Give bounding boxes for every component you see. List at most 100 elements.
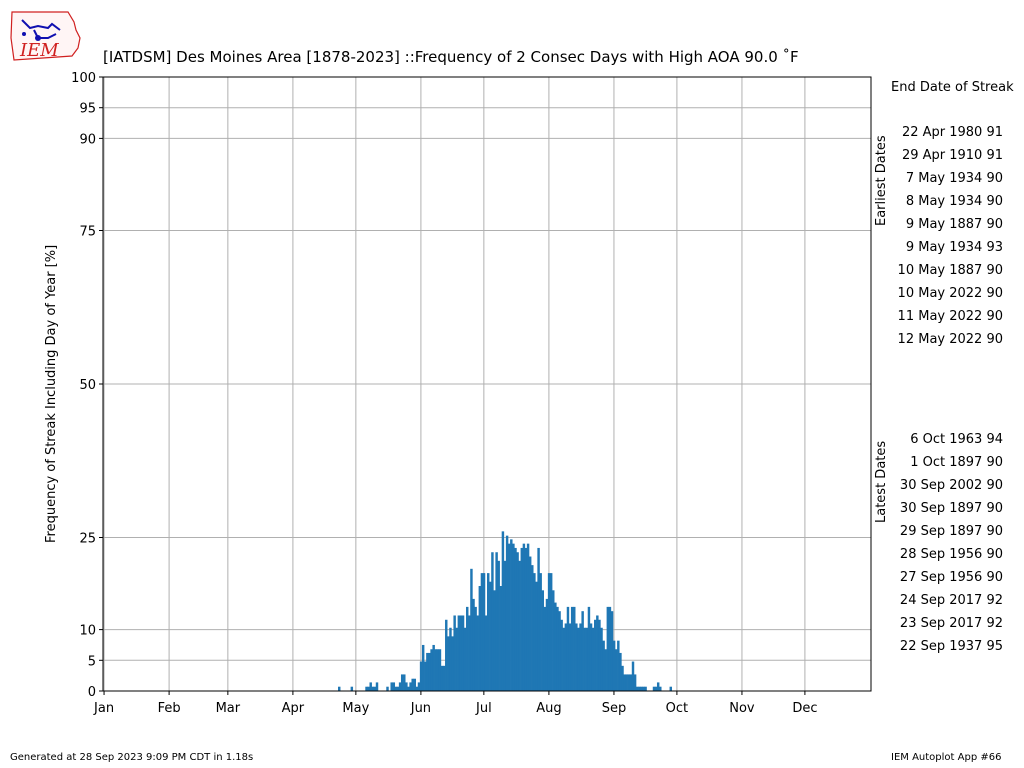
bar [478, 586, 482, 691]
bar [455, 627, 458, 691]
bar [524, 547, 528, 691]
x-tick-label: Apr [282, 701, 305, 716]
bar [447, 636, 450, 691]
x-tick-label: Nov [729, 701, 755, 716]
bar [625, 674, 628, 691]
bar [400, 674, 404, 691]
bar [365, 686, 368, 691]
earliest-date-item: 10 May 2022 90 [897, 286, 1003, 301]
earliest-dates-label: Earliest Dates [874, 135, 889, 226]
bar [495, 552, 498, 691]
bar [602, 640, 605, 691]
bar [652, 686, 656, 691]
bar [598, 619, 601, 691]
logo-text: IEM [19, 40, 59, 61]
bar [545, 598, 549, 691]
bar [375, 682, 379, 691]
bar [594, 619, 597, 691]
y-tick-label: 10 [79, 624, 96, 639]
bar [392, 682, 396, 691]
bar [533, 573, 536, 691]
bar [539, 573, 542, 691]
bar [604, 649, 607, 691]
bar [562, 627, 565, 691]
bar [554, 602, 557, 691]
bar [442, 665, 446, 691]
bar [591, 627, 595, 691]
bar [487, 573, 490, 691]
bar [619, 652, 622, 691]
bar [633, 674, 637, 691]
bar [549, 573, 553, 691]
bar [531, 565, 534, 691]
bar [497, 560, 500, 691]
bar-series [338, 531, 673, 691]
x-tick-label: Feb [158, 701, 181, 716]
bar [367, 686, 370, 691]
bar [394, 686, 398, 691]
y-tick-label: 0 [88, 685, 96, 700]
x-tick-label: Jan [93, 701, 114, 716]
bar [514, 547, 517, 691]
app-id-note: IEM Autoplot App #66 [891, 752, 1002, 763]
bar [398, 682, 402, 691]
generated-note: Generated at 28 Sep 2023 9:09 PM CDT in … [10, 752, 254, 763]
earliest-date-item: 22 Apr 1980 91 [901, 125, 1003, 140]
bar [457, 615, 461, 691]
x-tick-label: Jul [475, 701, 492, 716]
earliest-date-item: 29 Apr 1910 91 [901, 148, 1003, 163]
bar [577, 627, 580, 691]
bar [371, 686, 375, 691]
earliest-date-item: 9 May 1887 90 [905, 217, 1003, 232]
bar [411, 678, 414, 691]
bar [405, 682, 408, 691]
bar [642, 686, 645, 691]
latest-date-item: 23 Sep 2017 92 [899, 616, 1003, 631]
y-tick-label: 95 [79, 102, 96, 117]
y-tick-label: 100 [71, 71, 96, 86]
bar [669, 686, 673, 691]
bar [617, 640, 620, 691]
earliest-date-item: 8 May 1934 90 [905, 194, 1003, 209]
bar [512, 543, 515, 691]
bar [470, 568, 473, 691]
bar [522, 543, 526, 691]
bar [449, 627, 452, 691]
bar [547, 573, 551, 691]
bar [543, 606, 547, 691]
chart-title: [IATDSM] Des Moines Area [1878-2023] ::F… [103, 48, 799, 66]
latest-date-item: 28 Sep 1956 90 [899, 547, 1003, 562]
bar [507, 543, 511, 691]
bar [426, 652, 429, 691]
x-tick-label: Jun [410, 701, 431, 716]
bar [451, 636, 454, 691]
bar [440, 665, 444, 691]
bar [566, 606, 570, 691]
axes: 0 5 10 25 50 75 90 95 100 Jan Feb Mar Apr May Jun Jul Au… [71, 71, 817, 716]
bar [570, 606, 574, 691]
bar [445, 619, 448, 691]
bar [369, 682, 372, 691]
bar [474, 606, 477, 691]
bar [436, 649, 440, 691]
y-tick-label: 75 [79, 225, 96, 240]
bar [526, 543, 530, 691]
bar [583, 627, 586, 691]
bar [516, 552, 519, 691]
bar [573, 606, 576, 691]
bar [390, 682, 393, 691]
x-tick-label: Oct [666, 701, 688, 716]
earliest-date-item: 9 May 1934 93 [905, 240, 1003, 255]
bar [638, 686, 641, 691]
bar [396, 686, 400, 691]
bar [659, 686, 662, 691]
bar [654, 686, 658, 691]
iem-logo: IEM [10, 11, 81, 61]
bar [579, 623, 582, 691]
bar [627, 674, 631, 691]
latest-date-item: 30 Sep 1897 90 [899, 501, 1003, 516]
bar [621, 665, 624, 691]
bar [491, 552, 494, 691]
x-tick-label: Mar [216, 701, 241, 716]
